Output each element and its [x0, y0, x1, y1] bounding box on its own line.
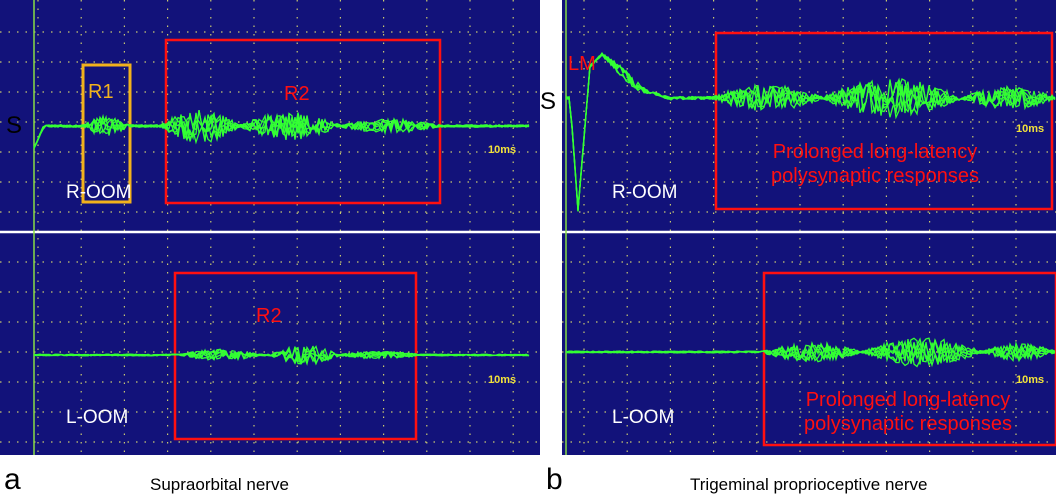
lm-label: LM — [568, 54, 596, 74]
panel-b-traces — [562, 0, 1056, 455]
l-oom-label-b: L-OOM — [612, 408, 674, 427]
r2-bottom-label: R2 — [256, 306, 282, 326]
top-box-text-line-2: polysynaptic responses — [730, 165, 1020, 189]
r1-label: R1 — [88, 82, 114, 102]
top-box-text-line-1: Prolonged long-latency — [730, 141, 1020, 165]
time-scale-bottom-a: 10ms — [488, 375, 516, 386]
panel-a-oscilloscope: R1 R2 10ms R-OOM R2 10ms L-OOM — [0, 0, 540, 455]
panel-b-oscilloscope: LM 10ms Prolonged long-latency polysynap… — [562, 0, 1056, 455]
r-oom-label-a: R-OOM — [66, 183, 131, 202]
bottom-box-text-line-2: polysynaptic responses — [758, 413, 1056, 437]
emg-trace — [34, 347, 529, 364]
top-box-text: Prolonged long-latency polysynaptic resp… — [730, 141, 1020, 188]
panel-b-letter: b — [546, 465, 563, 495]
grid — [562, 0, 1056, 455]
r-oom-label-b: R-OOM — [612, 183, 677, 202]
s-mark-b: S — [540, 90, 556, 114]
s-mark-a: S — [6, 114, 22, 138]
time-scale-bottom-b: 10ms — [1016, 375, 1044, 386]
r2-top-label: R2 — [284, 84, 310, 104]
l-oom-label-a: L-OOM — [66, 408, 128, 427]
panel-a-traces — [0, 0, 540, 455]
panel-a-letter: a — [4, 465, 21, 495]
panel-b-caption: Trigeminal proprioceptive nerve — [690, 476, 927, 493]
grid — [0, 0, 540, 455]
bottom-box-text-line-1: Prolonged long-latency — [758, 389, 1056, 413]
time-scale-top-b: 10ms — [1016, 124, 1044, 135]
time-scale-top-a: 10ms — [488, 145, 516, 156]
bottom-box-text: Prolonged long-latency polysynaptic resp… — [758, 389, 1056, 436]
panel-a-caption: Supraorbital nerve — [150, 476, 289, 493]
